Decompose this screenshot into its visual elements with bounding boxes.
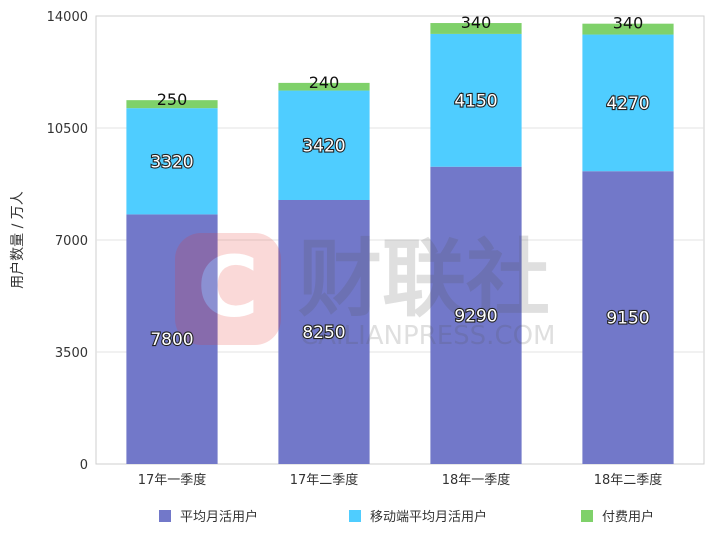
value-labels: 7800 3320 250 8250 3420 240 9290 4150 340 9150 427… <box>149 13 650 351</box>
bar-segment <box>278 82 370 91</box>
x-tick-label: 17年一季度 <box>138 472 207 488</box>
x-tick-label: 17年二季度 <box>290 472 359 488</box>
legend-swatch <box>581 510 593 522</box>
watermark-logo <box>175 233 281 345</box>
data-label: 9290 <box>454 306 497 326</box>
bars <box>126 23 674 464</box>
bar-segment <box>582 34 674 172</box>
bar-segment <box>126 214 218 464</box>
data-label: 8250 <box>302 323 345 343</box>
y-tick-label: 0 <box>80 458 88 473</box>
y-tick-label: 3500 <box>55 346 88 361</box>
legend-entry: 平均月活用户 <box>180 509 258 525</box>
watermark-logo-letter: C <box>197 238 259 336</box>
data-label: 7800 <box>150 330 193 350</box>
data-label: 250 <box>157 90 188 109</box>
data-label: 3320 <box>150 152 193 172</box>
data-label: 4270 <box>606 94 649 114</box>
bar-segment <box>126 108 218 215</box>
data-label: 340 <box>613 14 644 33</box>
watermark-text: 财联社 <box>298 230 550 328</box>
data-label: 4150 <box>454 91 497 111</box>
data-label: 3420 <box>302 136 345 156</box>
data-label: 9150 <box>606 309 649 329</box>
y-axis-ticks: 0 3500 7000 10500 14000 <box>47 10 88 473</box>
x-tick-label: 18年二季度 <box>594 472 663 488</box>
bar-segment <box>582 23 674 35</box>
bar-segment <box>430 166 522 464</box>
x-tick-label: 18年一季度 <box>442 472 511 488</box>
bar-segment <box>430 33 522 167</box>
watermark-subtext: CAILIANPRESS.COM <box>300 321 556 351</box>
legend: 平均月活用户 移动端平均月活用户 付费用户 <box>159 509 654 525</box>
data-label: 340 <box>461 13 492 32</box>
bar-segment <box>126 100 218 109</box>
legend-swatch <box>349 510 361 522</box>
x-axis-categories: 17年一季度 17年二季度 18年一季度 18年二季度 <box>138 472 663 488</box>
y-axis-label: 用户数量 / 万人 <box>9 191 26 289</box>
watermark: C 财联社 CAILIANPRESS.COM <box>175 230 556 351</box>
legend-entry: 移动端平均月活用户 <box>370 509 487 525</box>
data-label: 240 <box>309 73 340 92</box>
y-tick-label: 14000 <box>47 10 88 25</box>
y-tick-label: 7000 <box>55 234 88 249</box>
y-tick-label: 10500 <box>47 122 88 137</box>
bar-segment <box>278 90 370 200</box>
legend-swatch <box>159 510 171 522</box>
bar-segment <box>278 200 370 464</box>
legend-entry: 付费用户 <box>602 509 654 525</box>
bar-segment <box>582 171 674 464</box>
bar-segment <box>430 23 522 34</box>
